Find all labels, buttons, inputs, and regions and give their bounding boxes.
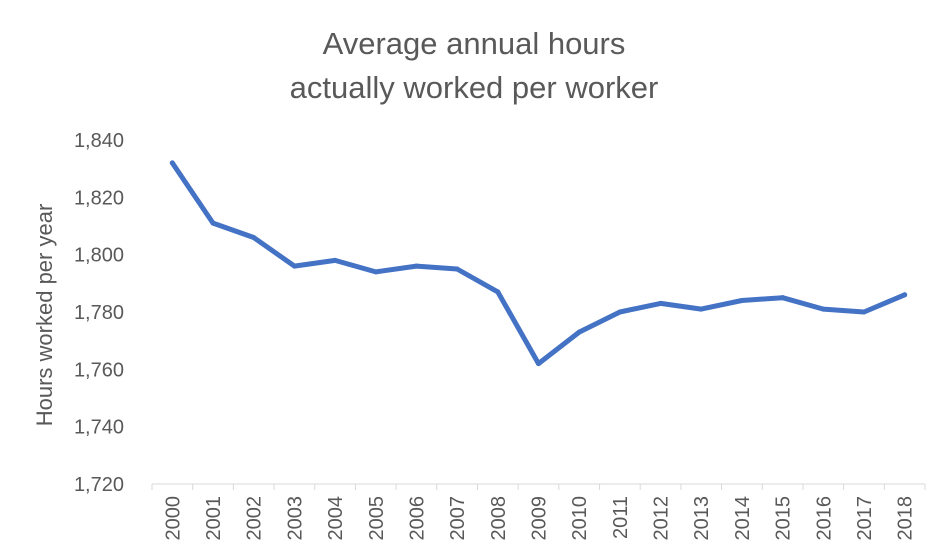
data-point bbox=[861, 309, 867, 315]
x-tick-label: 2007 bbox=[447, 496, 469, 541]
y-tick-label: 1,720 bbox=[74, 474, 124, 496]
x-tick-label: 2000 bbox=[162, 496, 184, 541]
y-axis-title: Hours worked per year bbox=[32, 204, 57, 427]
series-line bbox=[169, 160, 908, 367]
data-point bbox=[454, 266, 460, 272]
data-point bbox=[332, 257, 338, 263]
x-tick-label: 2016 bbox=[813, 496, 835, 541]
data-point bbox=[820, 306, 826, 312]
data-point bbox=[169, 160, 175, 166]
y-axis-ticks: 1,720 1,740 1,760 1,780 1,800 1,820 1,840 bbox=[74, 130, 124, 496]
data-point bbox=[739, 298, 745, 304]
data-point bbox=[902, 292, 908, 298]
x-tick-label: 2014 bbox=[732, 496, 754, 541]
y-tick-label: 1,820 bbox=[74, 187, 124, 209]
x-tick-label: 2001 bbox=[203, 496, 225, 541]
y-tick-label: 1,760 bbox=[74, 359, 124, 381]
data-point bbox=[210, 220, 216, 226]
x-tick-label: 2009 bbox=[529, 496, 551, 541]
x-tick-label: 2013 bbox=[691, 496, 713, 541]
data-point bbox=[698, 306, 704, 312]
data-point bbox=[413, 263, 419, 269]
data-point bbox=[251, 234, 257, 240]
x-tick-label: 2006 bbox=[406, 496, 428, 541]
x-tick-label: 2012 bbox=[651, 496, 673, 541]
x-tick-label: 2002 bbox=[244, 496, 266, 541]
y-tick-label: 1,740 bbox=[74, 417, 124, 439]
y-tick-label: 1,800 bbox=[74, 245, 124, 267]
x-tick-label: 2017 bbox=[854, 496, 876, 541]
chart-title-line-2: actually worked per worker bbox=[290, 70, 659, 105]
x-tick-label: 2015 bbox=[773, 496, 795, 541]
data-point bbox=[536, 361, 541, 367]
data-point bbox=[495, 289, 501, 295]
series-layer bbox=[169, 160, 908, 367]
x-tick-label: 2004 bbox=[325, 496, 347, 541]
y-tick-label: 1,840 bbox=[74, 130, 124, 152]
data-point bbox=[780, 295, 786, 301]
data-point bbox=[617, 309, 623, 315]
data-point bbox=[291, 263, 297, 269]
x-axis-ticks: 2000 2001 2002 2003 2004 2005 2006 2007 2008 2009… bbox=[151, 484, 926, 541]
data-point bbox=[658, 300, 664, 306]
data-point bbox=[576, 329, 582, 335]
chart-title-line-1: Average annual hours bbox=[323, 26, 626, 61]
data-point bbox=[373, 269, 379, 275]
x-tick-label: 2010 bbox=[569, 496, 591, 541]
x-tick-label: 2005 bbox=[366, 496, 388, 541]
y-tick-label: 1,780 bbox=[74, 302, 124, 324]
x-tick-label: 2003 bbox=[284, 496, 306, 541]
x-tick-label: 2008 bbox=[488, 496, 510, 541]
x-tick-label: 2011 bbox=[610, 496, 632, 539]
x-tick-label: 2018 bbox=[895, 496, 917, 541]
